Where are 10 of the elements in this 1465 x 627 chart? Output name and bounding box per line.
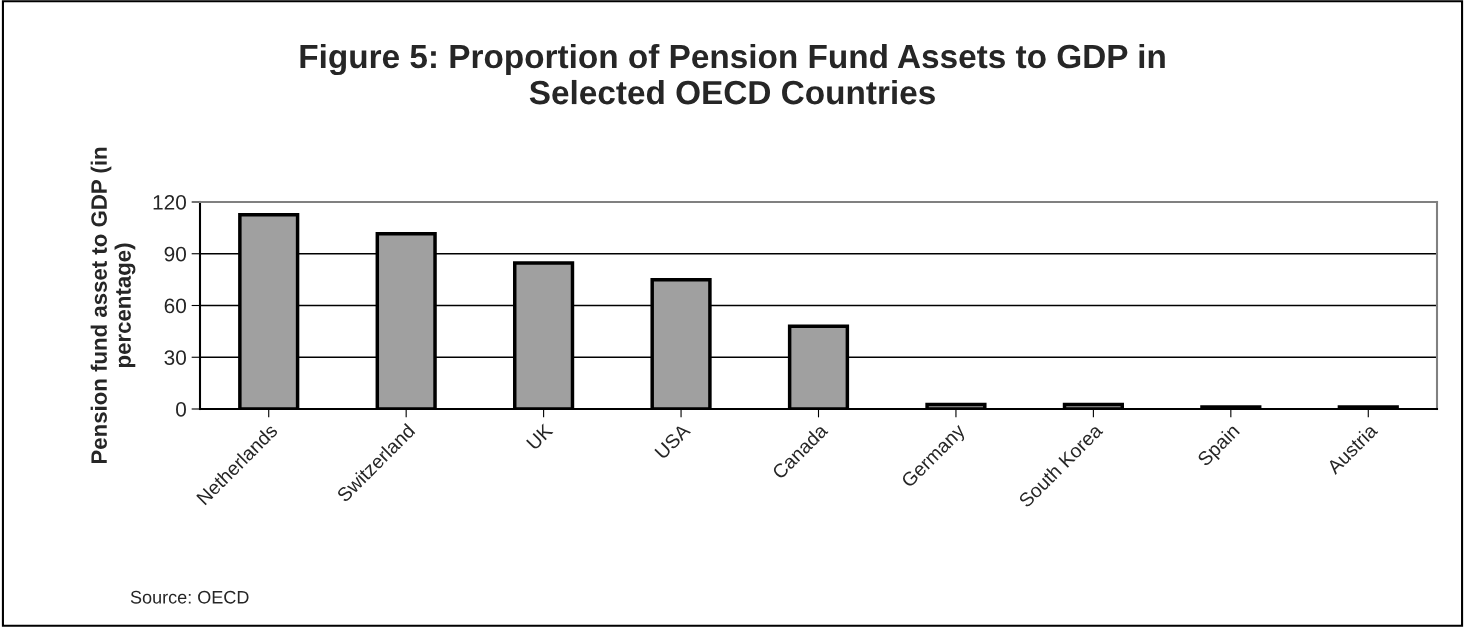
y-tick-label: 30 bbox=[164, 350, 186, 365]
x-tick-label: USA bbox=[654, 422, 692, 460]
y-axis-title: Pension fund asset to GDP (in percentage) bbox=[90, 147, 136, 464]
y-tick-label: 120 bbox=[153, 195, 186, 210]
source-note: Source: OECD bbox=[130, 590, 249, 604]
y-tick-label: 90 bbox=[164, 246, 186, 262]
y-tick-label: 0 bbox=[176, 402, 186, 417]
y-tick-label: 60 bbox=[164, 298, 186, 314]
x-tick-label: UK bbox=[526, 422, 554, 451]
chart-title: Figure 5: Proportion of Pension Fund Assets to GDP in Selected OECD Countries bbox=[300, 43, 1165, 105]
